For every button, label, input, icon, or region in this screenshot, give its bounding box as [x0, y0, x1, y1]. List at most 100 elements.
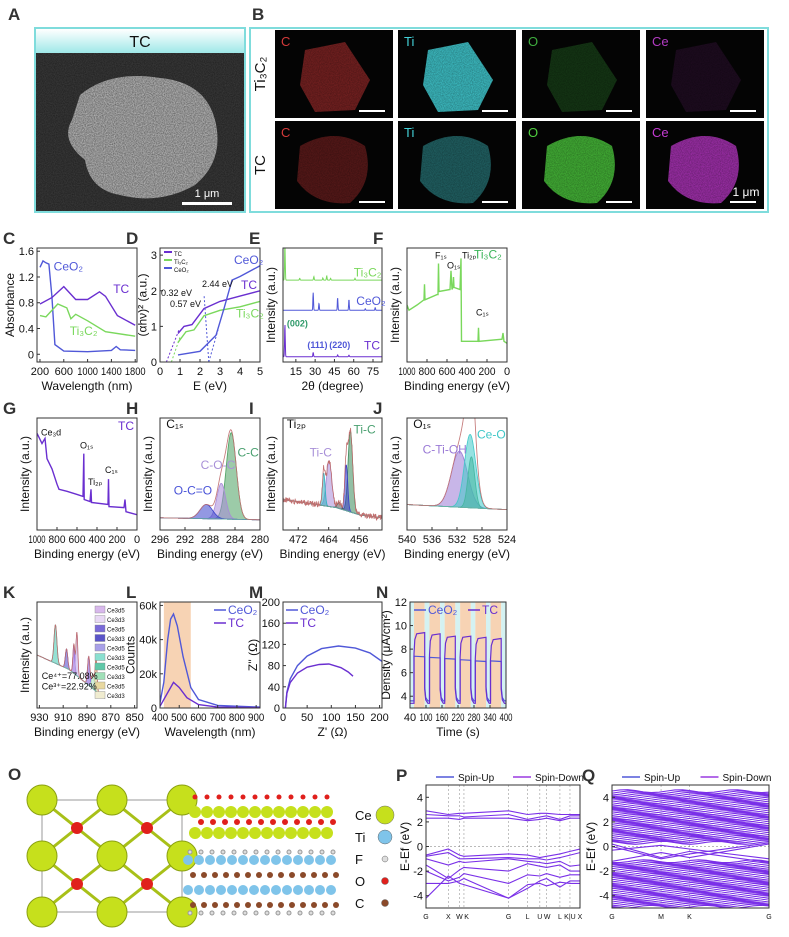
band	[612, 835, 769, 840]
band	[612, 903, 769, 908]
c-atom	[311, 902, 317, 908]
legend-swatch	[94, 624, 106, 633]
band	[612, 886, 769, 891]
fit-component	[407, 450, 507, 511]
ti-atom	[304, 855, 314, 865]
y-axis-label: Intensity (a.u.)	[18, 436, 32, 512]
y-tick-label: 0	[151, 703, 157, 715]
ti-atom	[293, 855, 303, 865]
f-atom	[209, 910, 215, 916]
o-atom	[216, 794, 222, 800]
legend-label: Ti	[355, 830, 365, 845]
series-CeO₂	[39, 259, 136, 353]
o-atom	[318, 819, 324, 825]
legend-item: Ce3d3	[94, 634, 125, 643]
scale-bar	[482, 201, 508, 203]
y-tick-label: 12	[395, 597, 407, 609]
band	[612, 824, 769, 829]
ce-atom	[261, 827, 273, 839]
series-CeO₂	[283, 292, 382, 311]
light-off-region	[501, 602, 506, 708]
y-tick-label: 0	[28, 349, 34, 361]
c-atom	[278, 902, 284, 908]
ce-atom	[321, 806, 333, 818]
x-axis-label: Binding energy (eV)	[34, 547, 140, 561]
x-tick-label: 4	[237, 366, 243, 378]
legend-swatch	[94, 615, 106, 623]
plot-area	[160, 602, 260, 708]
x-axis-label: Binding energy (eV)	[157, 547, 263, 561]
y-tick-label: 8	[401, 644, 407, 656]
kpoint-label: X	[578, 914, 583, 921]
kpoint-label: W	[544, 914, 551, 921]
scale-bar	[482, 110, 508, 112]
light-on-region	[460, 602, 471, 708]
series-TC	[177, 290, 260, 334]
annotation: CeO₂	[234, 253, 264, 267]
x-tick-label: 600	[55, 366, 73, 378]
y-tick-label: 80	[268, 661, 280, 673]
scale-bar	[730, 201, 756, 203]
annotation: O-C=O	[174, 483, 212, 497]
kpoint-label: X	[446, 914, 451, 921]
annotation: O₁ₛ	[413, 417, 431, 431]
legend-item: Ce3d5	[94, 681, 125, 691]
y-tick-label: 0	[417, 842, 423, 854]
kpoint-label: K	[687, 914, 692, 921]
y-tick-label: 0	[151, 357, 157, 369]
distribution-texture	[668, 136, 739, 204]
kpoint-label: L	[526, 914, 530, 921]
c-atom	[311, 872, 317, 878]
ti-atom	[326, 885, 336, 895]
x-axis-label: Time (s)	[436, 725, 480, 739]
f-atom	[330, 849, 336, 855]
distribution-texture	[547, 42, 617, 112]
x-tick-label: 910	[54, 712, 72, 724]
x-tick-label: 400	[500, 712, 513, 724]
legend-label: Ti₃C₂	[174, 260, 189, 266]
y-tick-label: -4	[413, 891, 423, 903]
annotation: O₁ₛ	[447, 261, 460, 271]
ti-atom	[271, 855, 281, 865]
x-tick-label: 284	[226, 534, 244, 546]
y-tick-label: 2	[417, 817, 423, 829]
x-axis-label: 2θ (degree)	[301, 379, 363, 393]
f-atom	[253, 849, 259, 855]
o-atom	[228, 794, 234, 800]
annotation: CeO₂	[54, 260, 84, 274]
c-atom	[322, 872, 328, 878]
scale-bar-label: 1 μm	[733, 185, 760, 199]
f-atom	[264, 910, 270, 916]
o-atom	[282, 819, 288, 825]
x-tick-label: 160	[436, 712, 449, 724]
o-atom	[324, 794, 330, 800]
x-tick-label: 0	[134, 534, 140, 546]
x-tick-label: 30	[309, 366, 321, 378]
o-atom	[204, 794, 210, 800]
y-tick-label: 1	[151, 321, 157, 333]
element-label: Ce	[652, 125, 669, 140]
x-tick-label: 500	[171, 712, 187, 724]
plot-area	[407, 258, 507, 344]
band	[612, 882, 769, 887]
plot-frame	[282, 417, 383, 531]
band	[612, 819, 769, 824]
c-atom	[223, 872, 229, 878]
band	[612, 881, 769, 886]
ti-atom	[249, 855, 259, 865]
distribution-texture	[423, 42, 493, 112]
f-atom	[319, 849, 325, 855]
light-off-region	[410, 602, 414, 708]
x-tick-label: 1	[177, 366, 183, 378]
ti-atom	[238, 855, 248, 865]
c-atom	[201, 902, 207, 908]
y-axis-label: Z'' (Ω)	[246, 639, 260, 671]
c-atom	[245, 872, 251, 878]
ce-atom	[166, 784, 198, 816]
ti-atom	[260, 855, 270, 865]
panel-letter: M	[249, 583, 263, 602]
y-axis-label: (αhν)² (a.u.)	[136, 274, 150, 337]
o-atom	[210, 819, 216, 825]
